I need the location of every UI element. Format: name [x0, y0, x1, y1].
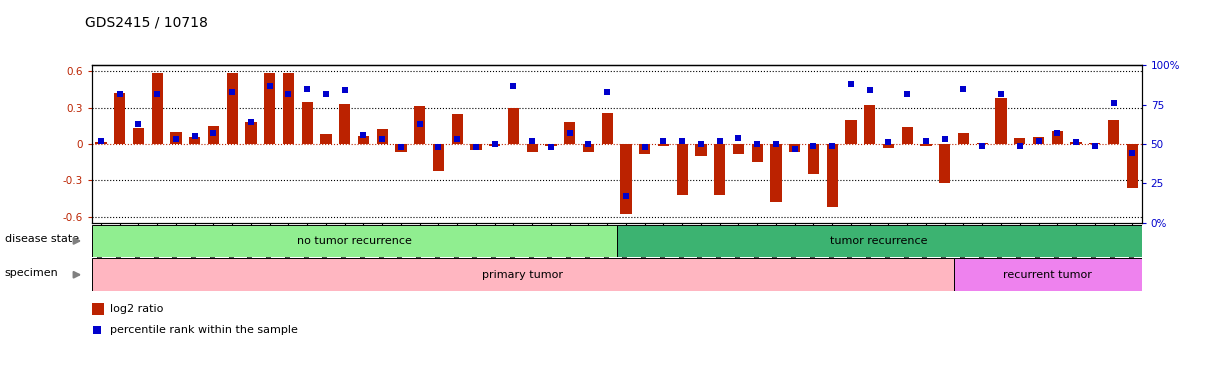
Bar	[114, 93, 126, 144]
Text: GDS2415 / 10718: GDS2415 / 10718	[85, 15, 209, 29]
Bar	[358, 136, 369, 144]
Bar	[546, 144, 557, 146]
Bar	[582, 144, 595, 152]
Bar	[789, 144, 801, 152]
Bar	[1107, 120, 1120, 144]
Bar	[921, 144, 932, 146]
Bar	[208, 126, 219, 144]
Bar	[1033, 137, 1044, 144]
Bar	[901, 127, 913, 144]
Bar	[1015, 138, 1026, 144]
Bar	[227, 73, 238, 144]
Text: percentile rank within the sample: percentile rank within the sample	[110, 325, 298, 336]
Bar	[1127, 144, 1138, 188]
Bar	[1089, 143, 1100, 144]
Bar	[995, 98, 1006, 144]
Bar	[617, 225, 1142, 257]
Bar	[376, 129, 388, 144]
Bar	[396, 144, 407, 152]
Bar	[939, 144, 950, 183]
Bar	[808, 144, 819, 174]
Bar	[864, 105, 875, 144]
Bar	[954, 258, 1142, 291]
Bar	[452, 114, 463, 144]
Bar	[302, 102, 313, 144]
Bar	[95, 142, 106, 144]
Bar	[526, 144, 538, 152]
Bar	[752, 144, 763, 162]
Bar	[245, 122, 256, 144]
Text: tumor recurrence: tumor recurrence	[830, 236, 928, 246]
Bar	[470, 144, 481, 150]
Text: disease state: disease state	[5, 234, 78, 244]
Text: primary tumor: primary tumor	[482, 270, 563, 280]
Text: recurrent tumor: recurrent tumor	[1004, 270, 1093, 280]
Bar	[189, 137, 200, 144]
Bar	[151, 73, 162, 144]
Bar	[508, 108, 519, 144]
Bar	[92, 225, 617, 257]
Bar	[490, 144, 501, 146]
Text: specimen: specimen	[5, 268, 59, 278]
Bar	[620, 144, 631, 214]
Bar	[883, 144, 894, 147]
Bar	[133, 128, 144, 144]
Bar	[92, 303, 104, 315]
Bar	[639, 144, 651, 154]
Bar	[770, 144, 781, 202]
Bar	[564, 122, 575, 144]
Bar	[676, 144, 687, 195]
Bar	[827, 144, 838, 207]
Bar	[320, 134, 332, 144]
Bar	[1051, 131, 1062, 144]
Bar	[283, 73, 294, 144]
Bar	[432, 144, 444, 170]
Text: no tumor recurrence: no tumor recurrence	[297, 236, 411, 246]
Bar	[714, 144, 725, 195]
Bar	[92, 258, 954, 291]
Bar	[414, 106, 425, 144]
Bar	[602, 113, 613, 144]
Text: log2 ratio: log2 ratio	[110, 304, 164, 314]
Bar	[171, 132, 182, 144]
Bar	[733, 144, 744, 154]
Bar	[696, 144, 707, 156]
Bar	[977, 143, 988, 144]
Bar	[264, 73, 275, 144]
Bar	[845, 120, 857, 144]
Bar	[957, 133, 969, 144]
Bar	[339, 104, 350, 144]
Bar	[1071, 142, 1082, 144]
Bar	[658, 144, 669, 146]
